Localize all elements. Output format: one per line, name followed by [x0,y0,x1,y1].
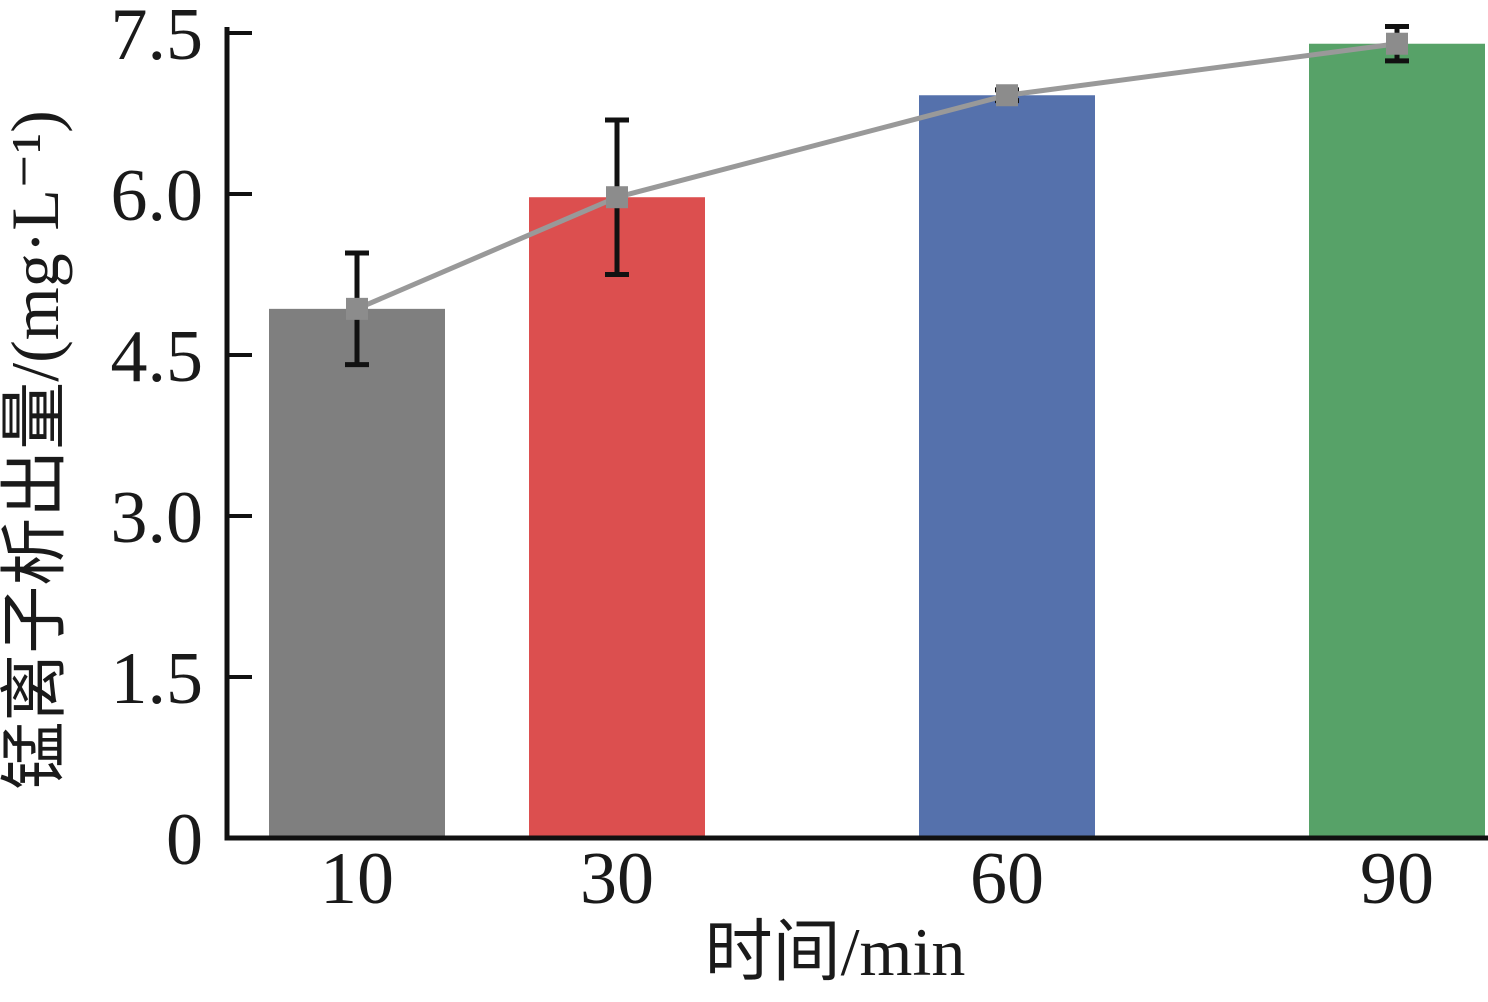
bar-10min [269,308,445,836]
x-tick-label-30: 30 [580,838,654,920]
bar-90min [1309,43,1485,836]
y-tick-label-7.5: 7.5 [111,0,204,76]
y-tick-label-3.0: 3.0 [111,477,204,559]
y-tick-label-0: 0 [166,799,203,881]
marker-10min [346,297,368,320]
bar-30min [529,197,705,837]
y-tick-label-4.5: 4.5 [111,316,204,398]
x-tick-label-90: 90 [1360,838,1434,920]
bar-60min [919,95,1095,836]
x-tick-label-60: 60 [970,838,1044,920]
marker-30min [606,186,628,209]
marker-90min [1386,32,1408,55]
x-tick-label-10: 10 [320,838,394,920]
y-axis-title: 锰离子析出量/(mg·L⁻¹) [0,110,73,790]
x-axis-title: 时间/min [705,914,966,990]
y-tick-label-1.5: 1.5 [111,638,204,720]
marker-60min [996,84,1018,107]
y-tick-label-6.0: 6.0 [111,155,204,237]
trend-line [356,41,1398,312]
